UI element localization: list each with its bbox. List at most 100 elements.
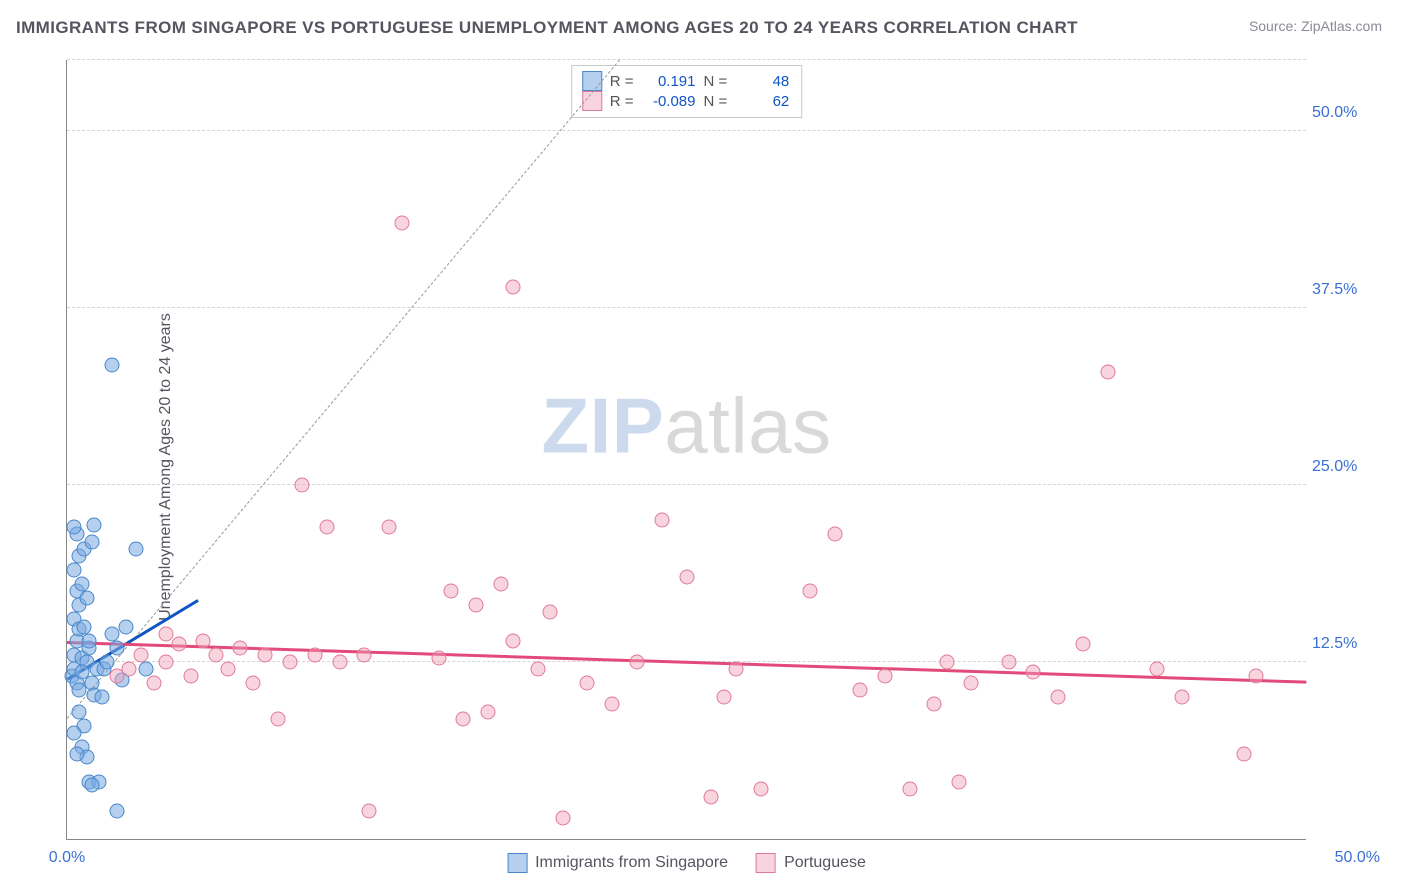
data-point-pink — [320, 520, 335, 535]
data-point-pink — [1175, 690, 1190, 705]
data-point-pink — [1237, 747, 1252, 762]
r-label: R = — [610, 93, 634, 110]
watermark-part-b: atlas — [664, 382, 831, 470]
data-point-blue — [104, 357, 119, 372]
data-point-pink — [729, 662, 744, 677]
x-tick-label: 0.0% — [49, 849, 85, 867]
chart-container: Unemployment Among Ages 20 to 24 years Z… — [16, 54, 1386, 880]
data-point-blue — [109, 803, 124, 818]
data-point-pink — [146, 676, 161, 691]
n-label: N = — [704, 93, 728, 110]
legend-item: Immigrants from Singapore — [507, 853, 728, 873]
gridline — [67, 307, 1306, 308]
y-tick-label: 37.5% — [1312, 281, 1376, 299]
data-point-pink — [803, 584, 818, 599]
data-point-pink — [1075, 636, 1090, 651]
data-point-blue — [72, 704, 87, 719]
data-point-pink — [468, 598, 483, 613]
data-point-pink — [939, 654, 954, 669]
data-point-pink — [555, 810, 570, 825]
data-point-pink — [753, 782, 768, 797]
data-point-blue — [99, 654, 114, 669]
correlation-legend: R = 0.191 N = 48 R = -0.089 N = 62 — [571, 65, 803, 118]
data-point-blue — [129, 541, 144, 556]
diagonal-guide — [67, 59, 620, 718]
data-point-blue — [119, 619, 134, 634]
source-attribution: Source: ZipAtlas.com — [1249, 18, 1382, 34]
data-point-blue — [87, 517, 102, 532]
correlation-legend-row: R = -0.089 N = 62 — [582, 91, 790, 111]
data-point-pink — [394, 215, 409, 230]
plot-area: ZIPatlas R = 0.191 N = 48 R = -0.089 N =… — [66, 60, 1306, 840]
n-value-blue: 48 — [735, 73, 789, 90]
data-point-pink — [382, 520, 397, 535]
chart-title: IMMIGRANTS FROM SINGAPORE VS PORTUGUESE … — [16, 18, 1078, 38]
data-point-pink — [493, 577, 508, 592]
data-point-pink — [159, 626, 174, 641]
data-point-blue — [84, 534, 99, 549]
data-point-pink — [183, 669, 198, 684]
data-point-pink — [431, 650, 446, 665]
data-point-pink — [1001, 654, 1016, 669]
legend-swatch-pink — [756, 853, 776, 873]
legend-swatch-blue — [507, 853, 527, 873]
data-point-pink — [134, 647, 149, 662]
source-value: ZipAtlas.com — [1301, 18, 1382, 34]
data-point-pink — [1150, 662, 1165, 677]
data-point-blue — [104, 626, 119, 641]
data-point-pink — [506, 633, 521, 648]
data-point-pink — [952, 775, 967, 790]
data-point-pink — [927, 697, 942, 712]
data-point-pink — [456, 711, 471, 726]
data-point-pink — [506, 279, 521, 294]
data-point-pink — [245, 676, 260, 691]
data-point-blue — [69, 747, 84, 762]
gridline — [67, 130, 1306, 131]
data-point-blue — [74, 664, 89, 679]
data-point-pink — [258, 647, 273, 662]
data-point-blue — [74, 577, 89, 592]
data-point-pink — [295, 477, 310, 492]
data-point-pink — [1249, 669, 1264, 684]
data-point-pink — [605, 697, 620, 712]
data-point-pink — [1051, 690, 1066, 705]
data-point-blue — [82, 633, 97, 648]
y-tick-label: 50.0% — [1312, 104, 1376, 122]
data-point-pink — [332, 654, 347, 669]
data-point-pink — [716, 690, 731, 705]
y-tick-label: 12.5% — [1312, 635, 1376, 653]
data-point-pink — [283, 654, 298, 669]
data-point-blue — [79, 591, 94, 606]
watermark: ZIPatlas — [541, 381, 831, 472]
data-point-blue — [77, 619, 92, 634]
legend-label: Portuguese — [784, 854, 866, 872]
data-point-pink — [877, 669, 892, 684]
data-point-pink — [221, 662, 236, 677]
data-point-pink — [530, 662, 545, 677]
n-label: N = — [704, 73, 728, 90]
r-value-pink: -0.089 — [642, 93, 696, 110]
watermark-part-a: ZIP — [541, 382, 664, 470]
data-point-blue — [109, 640, 124, 655]
data-point-pink — [828, 527, 843, 542]
data-point-pink — [233, 640, 248, 655]
data-point-pink — [362, 803, 377, 818]
gridline — [67, 484, 1306, 485]
series-legend: Immigrants from Singapore Portuguese — [507, 853, 866, 873]
data-point-blue — [84, 778, 99, 793]
data-point-pink — [121, 662, 136, 677]
source-label: Source: — [1249, 18, 1301, 34]
y-tick-label: 25.0% — [1312, 458, 1376, 476]
data-point-pink — [902, 782, 917, 797]
gridline — [67, 59, 1306, 60]
data-point-pink — [481, 704, 496, 719]
r-value-blue: 0.191 — [642, 73, 696, 90]
data-point-pink — [1100, 364, 1115, 379]
data-point-pink — [654, 513, 669, 528]
data-point-blue — [67, 520, 82, 535]
data-point-blue — [94, 690, 109, 705]
x-tick-label: 50.0% — [1335, 849, 1380, 867]
legend-item: Portuguese — [756, 853, 866, 873]
data-point-pink — [704, 789, 719, 804]
data-point-blue — [67, 562, 82, 577]
